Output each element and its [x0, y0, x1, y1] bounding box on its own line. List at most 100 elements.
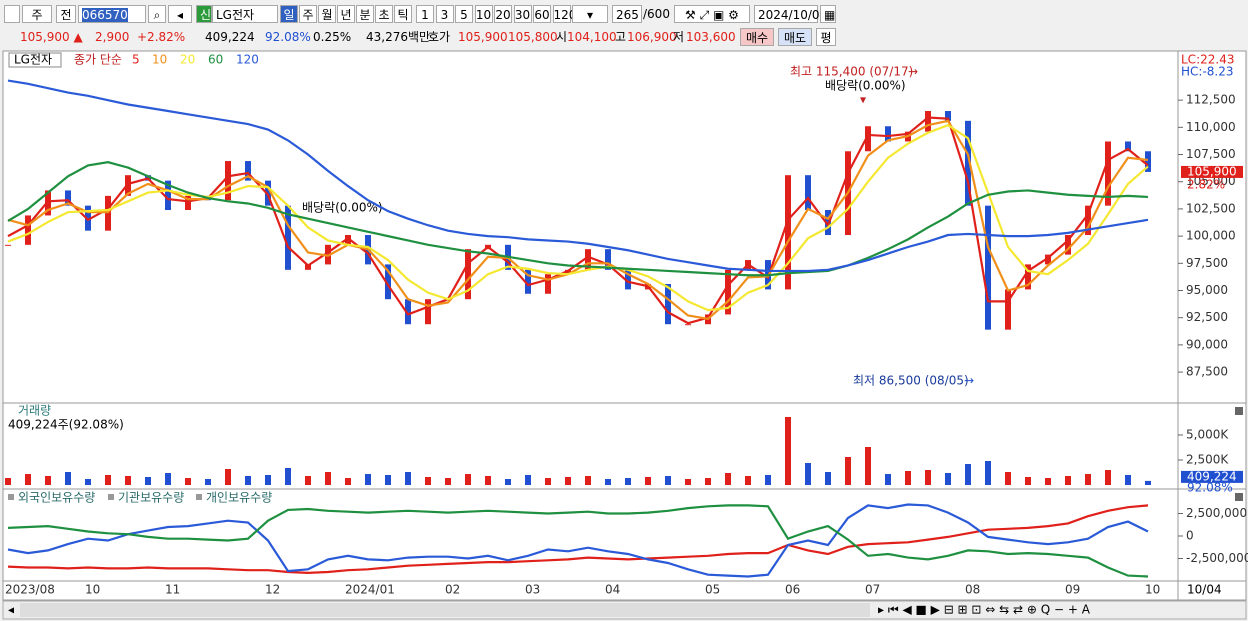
volume-bar	[765, 475, 771, 485]
y-tick-label: 92,500	[1186, 310, 1228, 324]
candle	[1085, 205, 1091, 236]
interval-button[interactable]: 년	[337, 5, 355, 23]
sound-button[interactable]: ◂	[168, 5, 192, 23]
volume-bar	[665, 476, 671, 485]
sell-button[interactable]: 매도	[778, 28, 812, 46]
turnover: 0.25%	[313, 30, 352, 44]
line	[7, 119, 1149, 320]
candle	[125, 175, 131, 196]
legend-swatch	[8, 494, 14, 500]
legend-title: 종가 단순	[74, 53, 122, 67]
count-input[interactable]: 265	[612, 5, 642, 23]
candle	[1005, 289, 1011, 330]
volume-bar	[745, 476, 751, 485]
interval-button[interactable]: 틱	[394, 5, 412, 23]
candle	[805, 175, 811, 211]
candle	[465, 249, 471, 300]
volume-bar	[65, 472, 71, 485]
legend-entry: 기관보유수량	[118, 491, 184, 505]
interval-button[interactable]: 월	[318, 5, 336, 23]
dividend-marker: ▾	[860, 93, 866, 107]
y-tick-label: 107,500	[1186, 147, 1236, 161]
candle	[1145, 151, 1151, 172]
name-input[interactable]: LG전자	[212, 5, 278, 23]
candle	[385, 264, 391, 300]
price: 105,900 ▲	[20, 30, 83, 44]
buy-button[interactable]: 매수	[740, 28, 774, 46]
candle	[65, 190, 71, 206]
interval-button[interactable]: 120	[552, 5, 576, 23]
period-select[interactable]: 주	[22, 5, 52, 23]
volume-bar	[645, 477, 651, 485]
candle	[1125, 141, 1131, 152]
interval-button[interactable]: 주	[299, 5, 317, 23]
interval-button[interactable]: 5	[455, 5, 473, 23]
x-tick-label: 06	[785, 583, 800, 597]
prev-button[interactable]: 전	[56, 5, 76, 23]
volume-bar	[225, 469, 231, 485]
volume-bar	[325, 472, 331, 485]
interval-button[interactable]: 10	[474, 5, 493, 23]
last-price-box	[1181, 165, 1243, 178]
candle	[745, 260, 751, 270]
avg-button[interactable]: 평	[816, 28, 836, 46]
interval-button[interactable]: 초	[375, 5, 393, 23]
y-tick-label: 102,500	[1186, 201, 1236, 215]
x-tick-label: 2024/01	[345, 583, 395, 597]
y-tick-label: 97,500	[1186, 256, 1228, 270]
y-tick-label: 95,000	[1186, 283, 1228, 297]
volume-bar	[85, 479, 91, 485]
legend-entry: 외국인보유수량	[18, 491, 95, 505]
panel-button	[1235, 407, 1243, 415]
volume-bar	[405, 472, 411, 485]
volume-bar	[5, 478, 11, 485]
candle	[925, 111, 931, 132]
search-button[interactable]: ⌕	[148, 5, 166, 23]
x-tick-label: 07	[865, 583, 880, 597]
candle	[665, 283, 671, 325]
volume-bar	[805, 463, 811, 485]
y-tick-label: 2,500K	[1186, 453, 1229, 467]
volume-bar	[265, 475, 271, 485]
interval-button[interactable]: 30	[513, 5, 532, 23]
high: 106,900	[627, 30, 677, 44]
volume-bar	[685, 479, 691, 485]
candle	[865, 126, 871, 152]
interval-button[interactable]: 일	[280, 5, 298, 23]
interval-button[interactable]: 20	[494, 5, 512, 23]
tool-icons[interactable]: ⚒ ⤢ ▣ ⚙	[674, 5, 750, 23]
candle	[945, 111, 951, 121]
chart-name: LG전자	[14, 53, 52, 67]
menu-icon[interactable]	[4, 5, 20, 23]
candle	[105, 195, 111, 231]
code-input[interactable]: 066570	[78, 5, 146, 23]
interval-button[interactable]: 분	[356, 5, 374, 23]
scroll-left: ◂	[8, 603, 14, 617]
dropdown[interactable]: ▾	[572, 5, 608, 23]
volume: 409,224	[205, 30, 255, 44]
last-volume-box	[1181, 470, 1243, 483]
calendar-button[interactable]: ▦	[820, 5, 836, 23]
legend-swatch	[196, 494, 202, 500]
interval-button[interactable]: 1	[416, 5, 434, 23]
low: 103,600	[686, 30, 736, 44]
ask: 105,900	[458, 30, 508, 44]
volume-bar	[345, 478, 351, 485]
date-input[interactable]: 2024/10/04	[754, 5, 827, 23]
y-tick-label: 100,000	[1186, 229, 1236, 243]
volume-bar	[1125, 475, 1131, 485]
volume-bar	[425, 477, 431, 485]
hc-label: HC:-8.23	[1181, 65, 1234, 79]
candle	[585, 249, 591, 270]
interval-button[interactable]: 3	[435, 5, 454, 23]
panel-button	[1235, 493, 1243, 501]
x-tick-label: 12	[265, 583, 280, 597]
scroll-controls: ▸ ⏮ ◀ ■ ▶ ⊟ ⊞ ⊡ ⇔ ⇆ ⇄ ⊕ Q − + A	[878, 603, 1091, 617]
last-volume: 409,224	[1187, 469, 1237, 483]
open-label: 시	[556, 30, 568, 44]
volume-bar	[905, 471, 911, 485]
interval-button[interactable]: 60	[533, 5, 551, 23]
candle	[645, 283, 651, 290]
